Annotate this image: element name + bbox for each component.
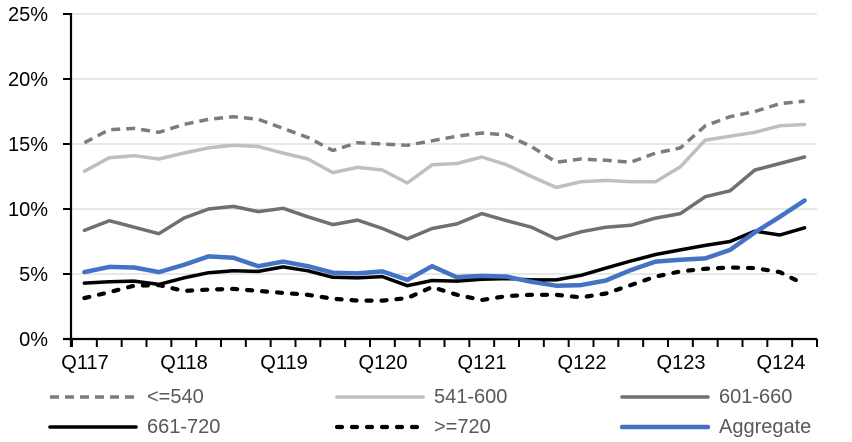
gridlines (71, 13, 817, 275)
legend-label: 661-720 (147, 416, 221, 438)
x-tick-label: Q117 (61, 352, 108, 374)
legend-item-ge720: >=720 (335, 414, 491, 440)
legend-swatch-le540-icon (50, 395, 136, 399)
legend-label: >=720 (434, 416, 491, 438)
y-axis-labels: 25% 20% 15% 10% 5% 0% (8, 4, 48, 351)
y-tick-label: 5% (19, 264, 48, 286)
legend-swatch-541-600-icon (335, 395, 425, 399)
x-tick-label: Q118 (160, 352, 207, 374)
x-tick-label: Q121 (458, 352, 507, 374)
y-tick-label: 15% (8, 134, 48, 156)
legend-swatch-661-720-icon (48, 425, 138, 429)
legend-label: <=540 (147, 386, 204, 408)
legend-label: 541-600 (434, 386, 508, 408)
legend-item-le540: <=540 (48, 384, 204, 410)
legend-item-541-600: 541-600 (335, 384, 507, 410)
legend-item-601-660: 601-660 (620, 384, 792, 410)
x-tick-label: Q119 (260, 352, 307, 374)
legend-label: 601-660 (719, 386, 793, 408)
x-tick-label: Q123 (657, 352, 706, 374)
y-tick-label: 20% (8, 69, 48, 91)
x-tick-label: Q124 (757, 352, 806, 374)
y-tick-label: 0% (19, 329, 48, 351)
y-tick-label: 25% (8, 4, 48, 26)
y-tick-label: 10% (8, 199, 48, 221)
x-tick-label: Q120 (359, 352, 408, 374)
legend-swatch-601-660-icon (620, 395, 710, 399)
axes (63, 13, 818, 347)
legend-item-aggregate: Aggregate (620, 414, 811, 440)
legend-label: Aggregate (719, 416, 812, 438)
x-tick-label: Q122 (558, 352, 607, 374)
legend-item-661-720: 661-720 (48, 414, 220, 440)
legend-swatch-ge720-icon (335, 424, 425, 430)
legend-swatch-aggregate-icon (620, 424, 710, 430)
chart-series (82, 99, 807, 303)
x-axis-labels: Q117 Q118 Q119 Q120 Q121 Q122 Q123 Q124 (61, 352, 805, 374)
